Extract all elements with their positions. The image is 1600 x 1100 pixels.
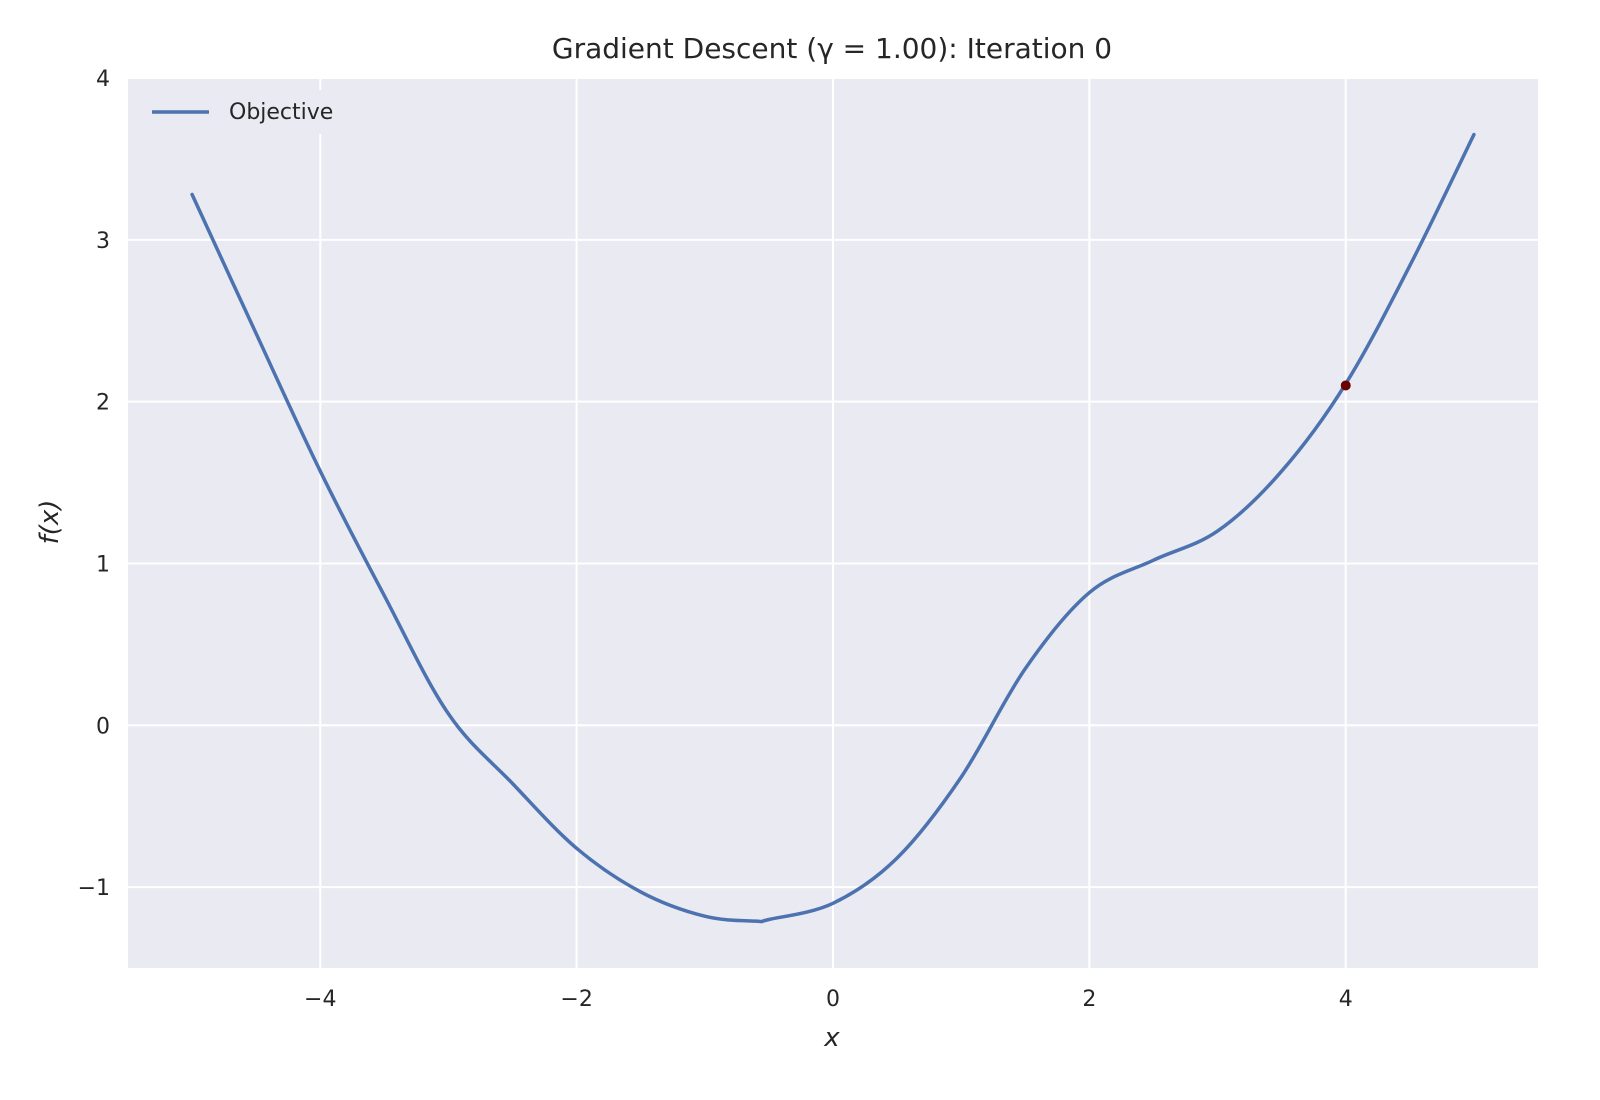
x-tick-label: −2: [560, 987, 592, 1012]
y-tick-label: −1: [78, 876, 110, 901]
objective-line: [190, 132, 1476, 924]
chart-title: Gradient Descent (γ = 1.00): Iteration 0: [552, 32, 1112, 65]
y-tick-label: 2: [96, 391, 110, 416]
y-tick-label: 3: [96, 229, 110, 254]
y-tick-label: 4: [96, 67, 110, 92]
y-tick-label: 1: [96, 552, 110, 577]
x-axis-label: x: [823, 1023, 840, 1053]
x-tick-label: −4: [304, 987, 336, 1012]
x-tick-label: 2: [1082, 987, 1096, 1012]
x-tick-label: 4: [1339, 987, 1353, 1012]
plot-area: [128, 77, 1538, 968]
y-axis-label: f(x): [35, 500, 65, 545]
ticks: −4 −2 0 2 4 −1 0 1 2 3 4: [78, 67, 1353, 1012]
y-tick-label: 0: [96, 714, 110, 739]
x-tick-label: 0: [826, 987, 840, 1012]
iterate-point: [1340, 380, 1351, 391]
legend: Objective: [138, 90, 358, 134]
legend-label-objective: Objective: [229, 100, 333, 125]
